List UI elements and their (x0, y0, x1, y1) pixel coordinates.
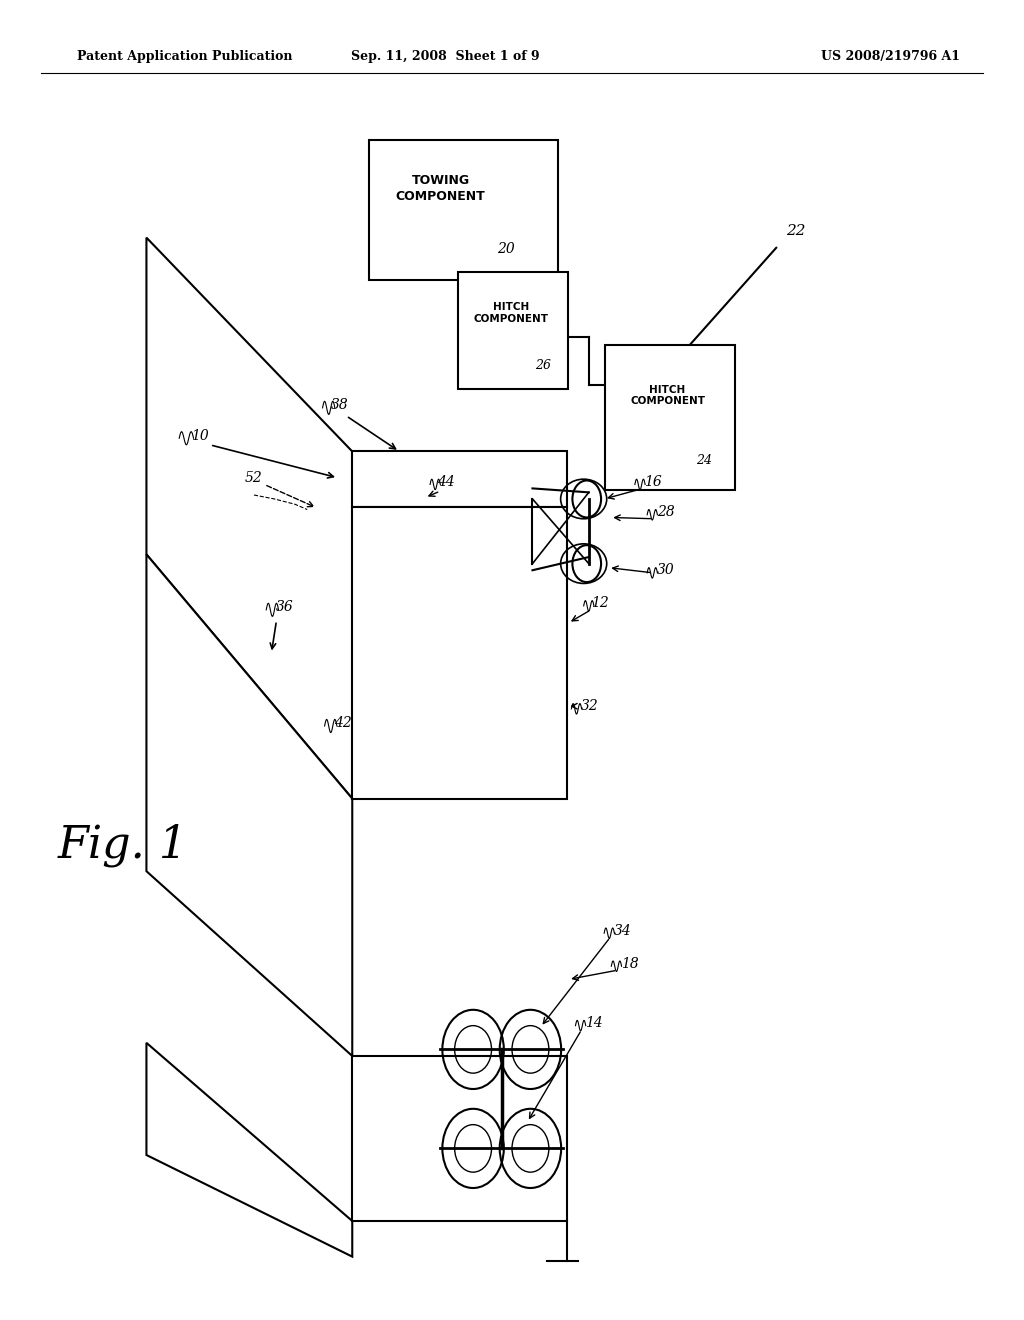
Bar (369, 140, 558, 280)
Polygon shape (146, 554, 352, 1056)
Text: 20: 20 (498, 242, 515, 256)
Text: US 2008/219796 A1: US 2008/219796 A1 (821, 50, 961, 63)
Text: 14: 14 (585, 1016, 603, 1030)
Text: 28: 28 (656, 506, 675, 519)
Text: 38: 38 (331, 399, 349, 412)
Text: 42: 42 (334, 717, 352, 730)
Polygon shape (146, 238, 352, 799)
Text: HITCH
COMPONENT: HITCH COMPONENT (630, 384, 706, 407)
Text: 24: 24 (696, 454, 713, 467)
Text: 36: 36 (275, 601, 294, 614)
Text: 44: 44 (436, 475, 455, 488)
Bar (352, 1056, 567, 1221)
Text: Fig. 1: Fig. 1 (57, 824, 188, 866)
Text: 18: 18 (621, 957, 639, 970)
Text: Patent Application Publication: Patent Application Publication (77, 50, 292, 63)
Bar (605, 345, 735, 490)
Text: 34: 34 (613, 924, 632, 937)
Bar (352, 451, 567, 507)
Text: TOWING
COMPONENT: TOWING COMPONENT (395, 174, 485, 203)
Bar (352, 507, 567, 799)
Text: 26: 26 (536, 359, 551, 372)
Text: 12: 12 (591, 597, 609, 610)
Text: HITCH
COMPONENT: HITCH COMPONENT (473, 302, 548, 323)
Text: 22: 22 (786, 223, 806, 238)
Text: 16: 16 (644, 475, 663, 488)
Polygon shape (146, 1043, 352, 1257)
Bar (458, 272, 568, 389)
Text: 32: 32 (581, 700, 599, 713)
Text: 10: 10 (190, 429, 209, 442)
Text: 30: 30 (656, 564, 675, 577)
Text: 52: 52 (245, 471, 263, 484)
Text: Sep. 11, 2008  Sheet 1 of 9: Sep. 11, 2008 Sheet 1 of 9 (351, 50, 540, 63)
